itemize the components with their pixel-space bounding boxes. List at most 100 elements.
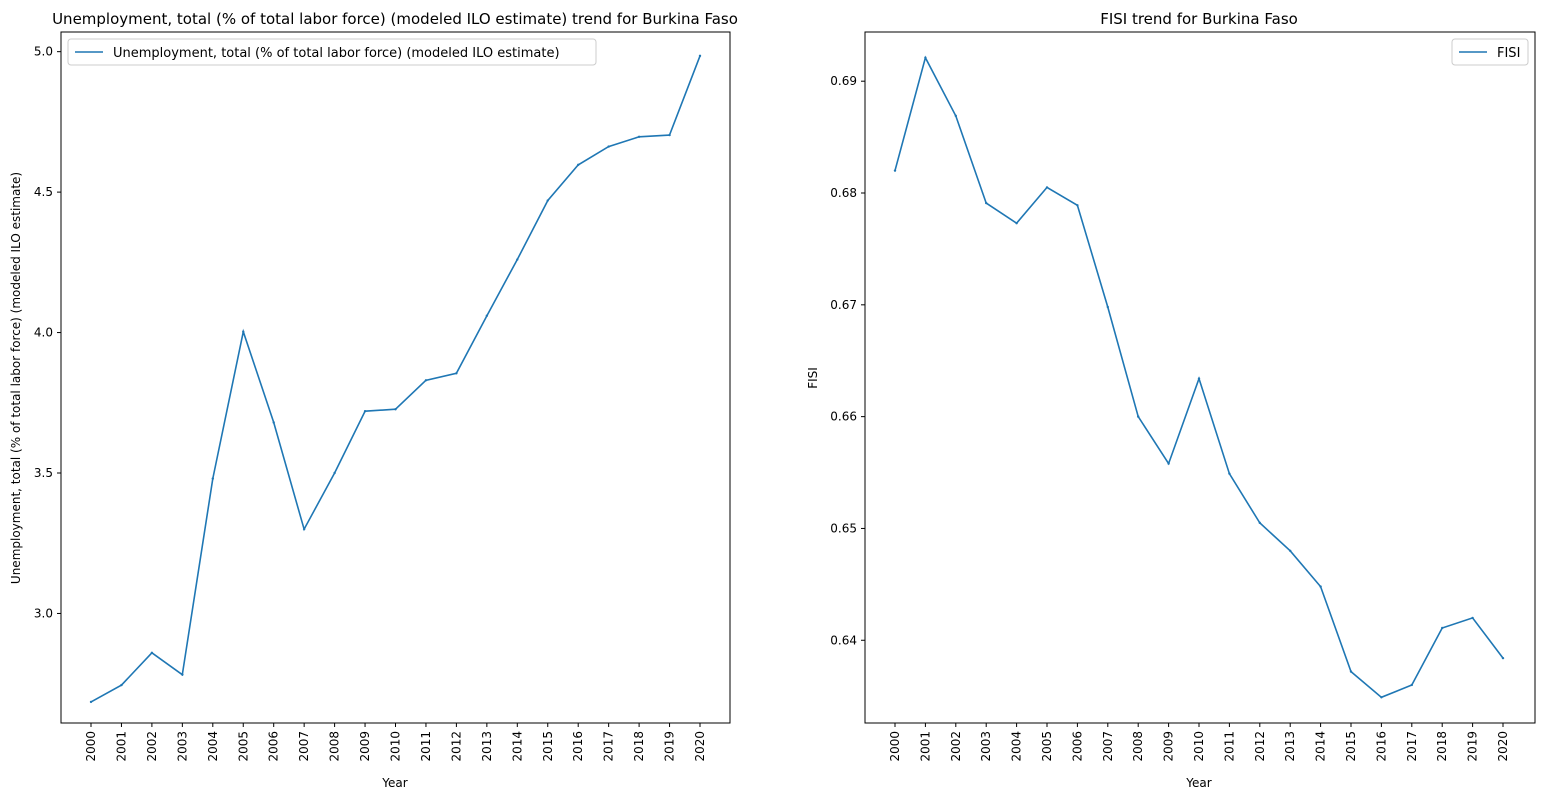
data-point (485, 314, 489, 317)
x-tick-label: 2004 (1010, 731, 1024, 762)
x-tick-label: 2010 (389, 731, 403, 762)
x-tick-label: 2012 (1253, 731, 1267, 762)
legend-label: Unemployment, total (% of total labor fo… (113, 46, 560, 61)
data-point (1410, 683, 1414, 687)
data-point (1471, 616, 1474, 620)
x-tick-label: 2006 (267, 731, 281, 762)
x-tick-label: 2009 (358, 731, 372, 762)
data-point (1501, 656, 1505, 660)
data-point (1258, 521, 1262, 525)
data-point (637, 135, 641, 138)
y-tick-label: 0.67 (830, 298, 857, 312)
x-tick-label: 2020 (1496, 731, 1510, 762)
y-tick-label: 0.65 (830, 521, 857, 535)
x-tick-label: 2000 (888, 731, 902, 762)
data-point (1015, 221, 1018, 225)
data-point (1380, 696, 1383, 699)
y-axis-label: FISI (806, 367, 820, 389)
x-tick-label: 2008 (328, 731, 342, 762)
y-tick-label: 3.0 (34, 606, 53, 620)
y-axis-label: Unemployment, total (% of total labor fo… (9, 172, 23, 584)
x-tick-label: 2017 (1405, 731, 1419, 762)
data-point (1289, 549, 1292, 553)
x-tick-label: 2014 (1314, 731, 1328, 762)
x-tick-label: 2018 (632, 731, 646, 762)
y-tick-label: 0.64 (830, 633, 857, 647)
data-point (1106, 305, 1110, 309)
x-tick-label: 2019 (1466, 731, 1480, 762)
x-tick-label: 2011 (419, 731, 433, 762)
x-tick-label: 2016 (1374, 731, 1388, 762)
x-tick-label: 2014 (510, 731, 524, 762)
data-point (985, 201, 988, 205)
x-tick-label: 2013 (480, 731, 494, 762)
y-tick-label: 3.5 (34, 466, 53, 480)
x-axis-label: Year (1185, 776, 1211, 790)
x-tick-label: 2015 (541, 731, 555, 762)
data-point (455, 372, 458, 375)
data-point (607, 145, 610, 148)
data-point (211, 477, 214, 480)
x-tick-label: 2012 (449, 731, 463, 762)
data-point (394, 408, 397, 411)
x-tick-label: 2018 (1435, 731, 1449, 762)
y-tick-label: 0.69 (830, 74, 857, 88)
data-point (1137, 415, 1140, 418)
x-axis: 2000 2001 2002 2003 2004 2005 2006 2007 2008 2009… (84, 723, 707, 762)
data-point (1167, 462, 1170, 465)
data-point (181, 673, 184, 676)
unemployment-chart: Unemployment, total (% of total labor fo… (9, 10, 738, 790)
data-point (516, 258, 519, 261)
data-point (333, 471, 336, 475)
data-point (546, 199, 549, 202)
y-tick-label: 5.0 (34, 45, 53, 59)
x-tick-label: 2016 (571, 731, 585, 762)
chart-title: FISI trend for Burkina Faso (1100, 10, 1298, 28)
fisi-chart: FISI trend for Burkina Faso 0.64 0.65 0.66… (806, 10, 1536, 790)
data-point (954, 114, 957, 118)
data-point (893, 169, 897, 172)
x-tick-label: 2003 (175, 731, 189, 762)
legend: Unemployment, total (% of total labor fo… (67, 38, 597, 66)
data-point (698, 54, 702, 58)
x-tick-label: 2005 (1040, 731, 1054, 762)
y-axis: 0.64 0.65 0.66 0.67 0.68 0.69 (830, 74, 865, 647)
legend-label: FISI (1497, 46, 1520, 61)
y-axis: 3.0 3.5 4.0 4.5 5.0 (34, 45, 61, 620)
x-tick-label: 2007 (297, 731, 311, 762)
data-point (1228, 472, 1231, 475)
x-tick-label: 2000 (84, 731, 98, 762)
data-point (1319, 585, 1322, 588)
plot-frame (60, 31, 731, 724)
data-point (120, 683, 123, 687)
data-point (302, 527, 306, 531)
x-tick-label: 2011 (1222, 731, 1236, 762)
x-tick-label: 2007 (1101, 731, 1115, 762)
data-point (363, 410, 367, 413)
x-tick-label: 2020 (693, 731, 707, 762)
data-point (668, 133, 671, 137)
x-tick-label: 2003 (979, 731, 993, 762)
y-tick-label: 0.68 (830, 186, 857, 200)
x-tick-label: 2009 (1162, 731, 1176, 762)
x-tick-label: 2017 (602, 731, 616, 762)
data-point (924, 56, 927, 59)
plot-frame (864, 31, 1536, 724)
x-axis: 2000 2001 2002 2003 2004 2005 2006 2007 2008 2009… (888, 723, 1510, 762)
data-point (1197, 377, 1201, 380)
x-tick-label: 2013 (1283, 731, 1297, 762)
x-tick-label: 2001 (114, 731, 128, 762)
legend-box (1451, 38, 1529, 66)
x-tick-label: 2010 (1192, 731, 1206, 762)
x-tick-label: 2002 (145, 731, 159, 762)
series-line (90, 55, 701, 703)
y-tick-label: 4.5 (34, 185, 53, 199)
x-tick-label: 2015 (1344, 731, 1358, 762)
data-point (577, 163, 580, 167)
x-tick-label: 2019 (663, 731, 677, 762)
data-point (150, 651, 154, 654)
y-tick-label: 0.66 (830, 410, 857, 424)
data-point (242, 330, 245, 333)
x-tick-label: 2001 (918, 731, 932, 762)
